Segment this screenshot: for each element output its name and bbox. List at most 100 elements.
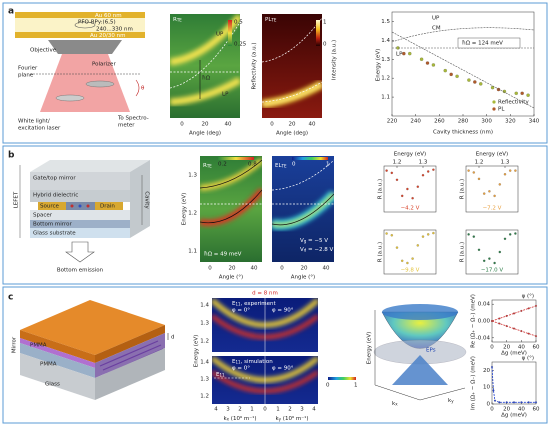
y-tick-label: 1.4: [381, 38, 390, 44]
y-tick-label: 0.00: [478, 319, 491, 325]
y-axis-label: R (a.u.): [378, 179, 384, 199]
top-axis-label: φ (°): [522, 356, 534, 362]
panel-label: c: [8, 293, 13, 303]
guide-curve: [391, 27, 535, 43]
x-axis-label: Angle (°): [219, 275, 243, 281]
data-point: [512, 327, 515, 330]
x-tick-label: 2: [288, 407, 292, 413]
colorbar-label: Intensity (a.u.): [332, 40, 338, 80]
x-tick-label: 40: [518, 345, 525, 351]
x-tick-label: 20: [503, 407, 510, 413]
y-tick-label: 1.4: [200, 360, 209, 366]
setup-schematic: [15, 12, 145, 112]
data-point: [401, 259, 404, 262]
data-point: [509, 233, 512, 236]
data-point: [514, 169, 517, 172]
spectrum-label: −7.2 V: [483, 206, 502, 212]
component-label: excitation laser: [18, 126, 61, 132]
panel-frame: [2, 145, 548, 285]
data-point: [527, 401, 530, 404]
data-point: [421, 235, 425, 238]
data-point: [503, 237, 507, 240]
data-point: [498, 322, 501, 325]
y-tick-label: 1.1: [381, 95, 390, 101]
x-axis-label: Energy (eV): [476, 152, 508, 158]
y-tick-label: 1.2: [381, 76, 390, 82]
x-tick-label: 40: [309, 122, 316, 128]
data-point: [406, 187, 409, 191]
data-point: [514, 91, 518, 96]
voltage-label: Vg = −5 V: [300, 238, 328, 244]
colorbar-tick: 0.2: [218, 162, 227, 168]
x-tick-label: 0: [263, 407, 267, 413]
x-tick-label: 20: [289, 122, 296, 128]
y-axis-label: ky: [448, 398, 454, 404]
data-point: [406, 261, 409, 265]
x-tick-label: 20: [202, 122, 209, 128]
data-point: [503, 173, 507, 176]
map-title: RTE: [203, 163, 212, 169]
component-label: plane: [18, 73, 34, 79]
data-point: [477, 248, 481, 251]
y-axis-label: Re (Ω₊ − Ω₋) (meV): [471, 294, 477, 348]
y-tick-label: 0.04: [478, 302, 491, 308]
x-tick-label: 20: [503, 345, 510, 351]
x-tick-label: 40: [323, 266, 330, 272]
data-point: [520, 330, 523, 333]
y-axis-label: Im (Ω₊ − Ω₋) (meV): [471, 356, 477, 410]
y-tick-label: 10: [483, 385, 490, 391]
x-tick-label: 0: [490, 407, 494, 413]
device-label: LEFET: [14, 191, 20, 208]
y-tick-label: 1.2: [188, 211, 197, 217]
data-point: [493, 261, 496, 265]
y-tick-label: 1.3: [381, 57, 390, 63]
x-axis-label: Cavity thickness (nm): [433, 130, 493, 136]
y-tick-label: 1.1: [188, 249, 197, 255]
emission-label: Bottom emission: [57, 268, 104, 274]
data-point: [488, 190, 491, 193]
pl-map: [262, 14, 322, 118]
component-label: To Spectro-: [117, 116, 149, 122]
annotation: CM: [432, 26, 441, 32]
layer-label: Bottom mirror: [33, 222, 72, 228]
data-point: [432, 231, 435, 235]
data-point: [467, 233, 470, 236]
thickness-label: d = 8 nm: [252, 291, 278, 297]
x-tick-label: 260: [434, 119, 445, 125]
x-tick-label: 0: [208, 266, 212, 272]
y-axis-label: Energy (eV): [194, 335, 200, 367]
data-point: [443, 68, 447, 73]
data-point: [488, 257, 491, 260]
y-axis-label: R (a.u.): [460, 179, 466, 199]
x-tick-label: 40: [518, 407, 525, 413]
data-point: [395, 178, 399, 181]
data-point: [505, 401, 508, 404]
x-tick-label: 3: [226, 407, 230, 413]
annotation: LP: [396, 52, 403, 58]
colorbar-tick: 0: [326, 383, 330, 389]
data-point: [520, 91, 524, 96]
plot-frame: [391, 11, 535, 117]
data-point: [427, 170, 430, 173]
layer-label: Mirror: [12, 336, 18, 353]
colorbar-tick: 0.25: [234, 42, 247, 48]
data-point: [427, 233, 430, 236]
data-point: [498, 250, 501, 254]
data-point: [408, 51, 412, 56]
x-tick-label: 2: [238, 407, 242, 413]
colorbar-tick: 1: [354, 383, 358, 389]
plot-frame: [465, 165, 519, 213]
colorbar-tick: 1: [326, 162, 330, 168]
layer-label: Spacer: [33, 213, 53, 219]
layer-label: Gate/top mirror: [33, 176, 76, 182]
data-point: [534, 401, 537, 404]
layer-label: 240...330 nm: [96, 27, 133, 33]
data-point: [509, 169, 512, 172]
x-tick-label: 1.3: [419, 160, 428, 166]
legend-label: Reflectivity: [498, 100, 529, 106]
sample-schematic: [20, 300, 169, 400]
data-point: [498, 401, 501, 404]
spectrum-label: −9.8 V: [401, 268, 420, 274]
